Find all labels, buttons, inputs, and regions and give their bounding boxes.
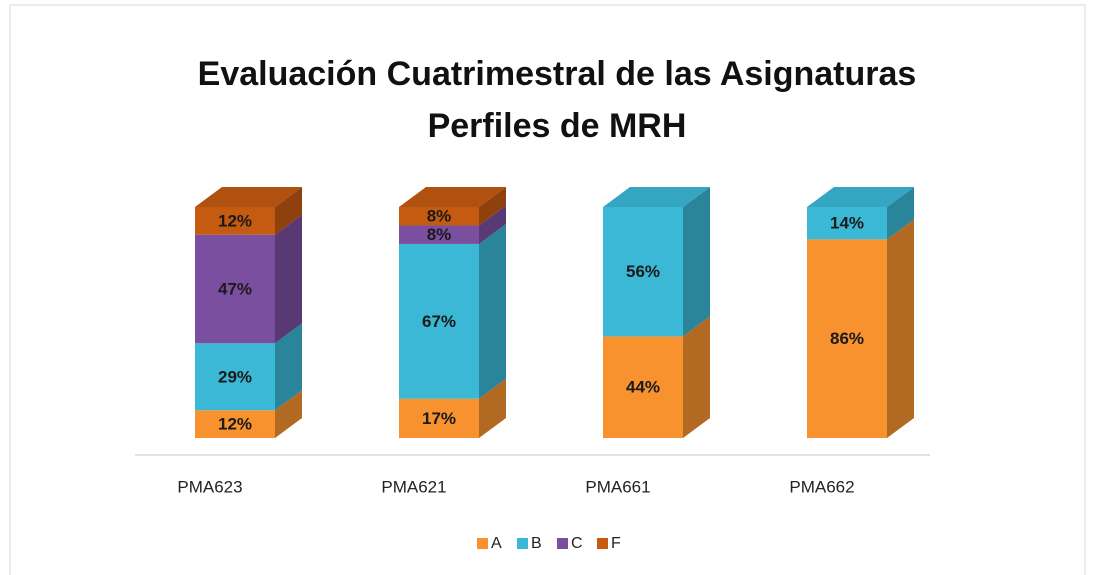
x-tick-label: PMA621 bbox=[381, 477, 446, 496]
data-label: 56% bbox=[626, 262, 660, 281]
bar-side bbox=[887, 187, 914, 240]
data-label: 44% bbox=[626, 378, 660, 397]
bar-side bbox=[683, 316, 710, 438]
bar bbox=[807, 207, 887, 240]
data-label: 47% bbox=[218, 279, 252, 298]
data-label: 67% bbox=[422, 312, 456, 331]
bar bbox=[195, 207, 275, 235]
bar bbox=[603, 207, 683, 337]
bar-top bbox=[195, 187, 302, 207]
bar bbox=[807, 239, 887, 438]
bar-side bbox=[275, 390, 302, 438]
legend-label: C bbox=[571, 535, 583, 552]
legend-swatch bbox=[557, 538, 568, 549]
data-label: 8% bbox=[427, 207, 452, 226]
bar-top bbox=[603, 187, 710, 207]
bar bbox=[603, 336, 683, 438]
bar bbox=[195, 410, 275, 438]
chart-border bbox=[9, 4, 1086, 575]
legend-label: B bbox=[531, 535, 542, 552]
data-label: 14% bbox=[830, 214, 864, 233]
data-label: 8% bbox=[427, 225, 452, 244]
bar-side bbox=[275, 187, 302, 235]
bar bbox=[399, 243, 479, 399]
bar bbox=[195, 234, 275, 344]
data-label: 86% bbox=[830, 329, 864, 348]
bar-side bbox=[683, 187, 710, 337]
data-label: 12% bbox=[218, 415, 252, 434]
data-label: 12% bbox=[218, 211, 252, 230]
legend-swatch bbox=[477, 538, 488, 549]
bar bbox=[399, 225, 479, 244]
bar-side bbox=[479, 223, 506, 399]
data-label: 17% bbox=[422, 409, 456, 428]
data-label: 29% bbox=[218, 367, 252, 386]
bar-side bbox=[479, 378, 506, 438]
chart-title: Perfiles de MRH bbox=[428, 107, 687, 145]
x-tick-label: PMA662 bbox=[789, 477, 854, 496]
bar-side bbox=[479, 187, 506, 226]
legend-swatch bbox=[597, 538, 608, 549]
bar-top bbox=[807, 187, 914, 207]
legend-label: F bbox=[611, 535, 621, 552]
bar bbox=[399, 398, 479, 438]
bar-side bbox=[275, 214, 302, 344]
legend-label: A bbox=[491, 535, 502, 552]
bar bbox=[399, 207, 479, 226]
bar-side bbox=[479, 205, 506, 244]
x-tick-label: PMA661 bbox=[585, 477, 650, 496]
x-tick-label: PMA623 bbox=[177, 477, 242, 496]
chart-title: Evaluación Cuatrimestral de las Asignatu… bbox=[198, 55, 917, 93]
bar bbox=[195, 343, 275, 411]
bar-side bbox=[887, 219, 914, 438]
legend-swatch bbox=[517, 538, 528, 549]
bar-top bbox=[399, 187, 506, 207]
bar-side bbox=[275, 323, 302, 411]
